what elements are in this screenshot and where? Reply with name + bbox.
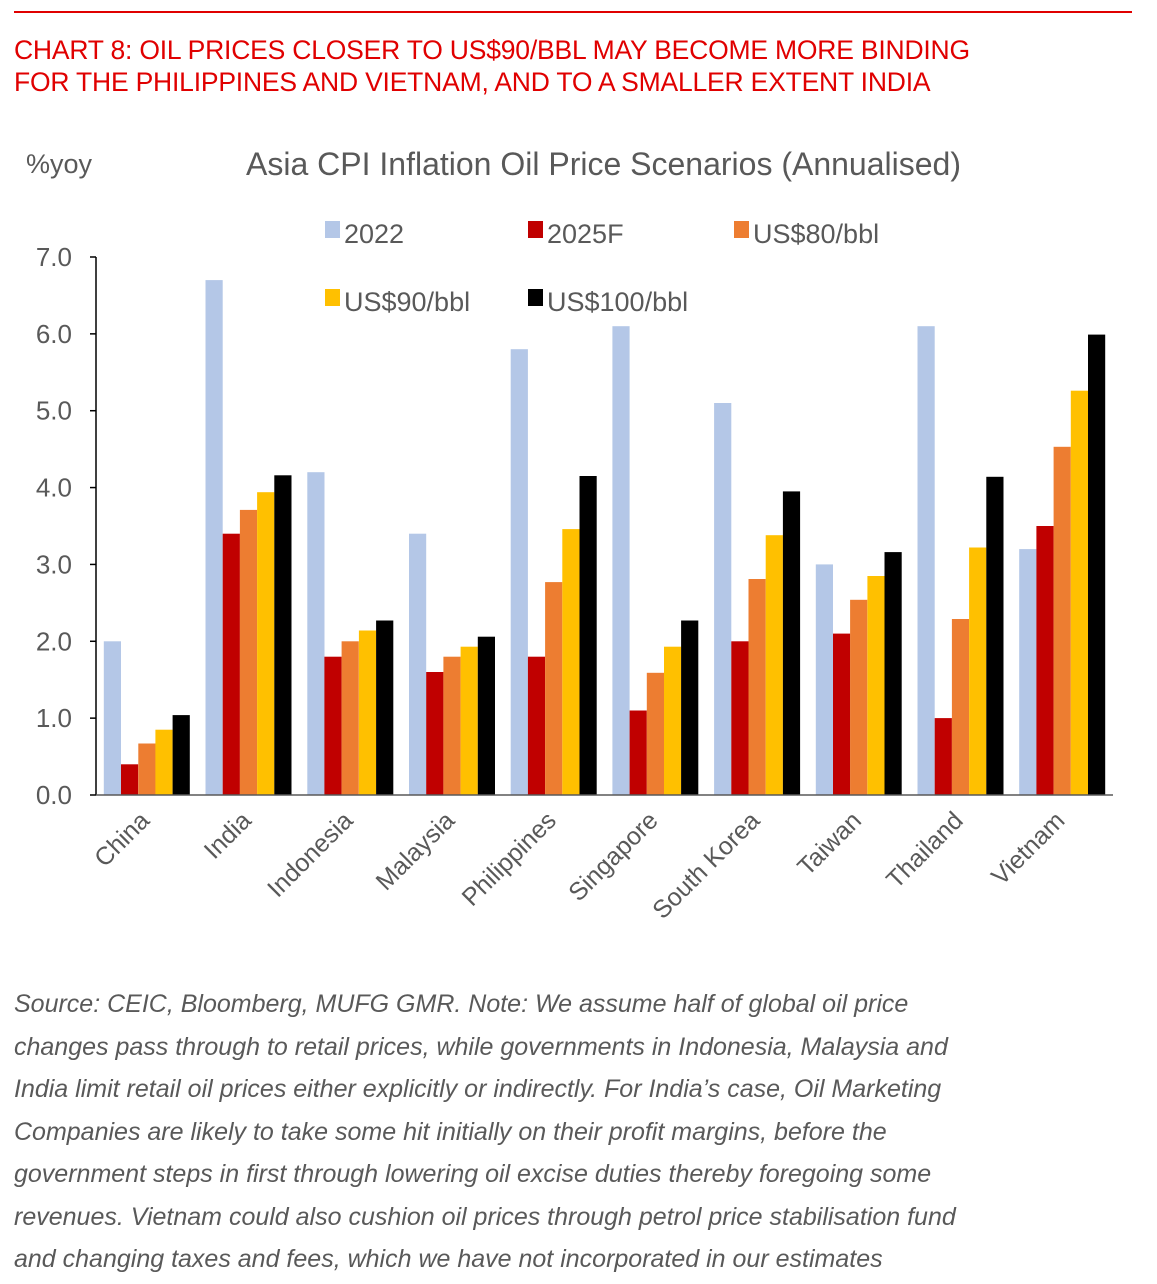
note-line: revenues. Vietnam could also cushion oil… [14,1202,956,1231]
y-tick-label: 2.0 [36,626,72,656]
y-tick-label: 7.0 [36,242,72,272]
y-tick-label: 1.0 [36,703,72,733]
y-tick-label: 4.0 [36,473,72,503]
legend-swatch [528,289,543,306]
bar-2025f-vietnam [1036,526,1054,795]
bar-2025f-taiwan [833,633,851,795]
bar-us-90-bbl-india [257,492,275,795]
bar-us-80-bbl-philippines [545,582,563,795]
bar-us-90-bbl-south-korea [765,535,783,795]
bar-us-100-bbl-philippines [579,476,597,795]
x-tick-label: Thailand [881,806,969,894]
bar-us-90-bbl-malaysia [460,646,478,795]
bar-2025f-thailand [934,718,952,795]
legend-swatch [325,289,340,306]
bar-us-80-bbl-malaysia [443,656,461,795]
bar-us-80-bbl-vietnam [1053,446,1071,795]
y-tick-label: 0.0 [36,780,72,810]
chart-heading-line: FOR THE PHILIPPINES AND VIETNAM, AND TO … [14,67,931,97]
legend-label: US$90/bbl [344,287,470,317]
source-note: Source: CEIC, Bloomberg, MUFG GMR. Note:… [14,983,956,1281]
note-line: Source: CEIC, Bloomberg, MUFG GMR. Note:… [14,990,909,1018]
bar-2022-thailand [917,326,935,795]
legend-swatch [528,221,543,238]
bar-us-90-bbl-china [155,729,173,795]
bar-us-90-bbl-singapore [664,646,682,795]
chart-title: Asia CPI Inflation Oil Price Scenarios (… [246,146,961,182]
bar-us-100-bbl-vietnam [1088,334,1106,795]
bar-2025f-india [222,533,240,795]
bar-us-90-bbl-taiwan [867,576,885,795]
note-line: and changing taxes and fees, which we ha… [14,1245,883,1273]
chart-heading: CHART 8: OIL PRICES CLOSER TO US$90/BBL … [14,34,970,98]
bar-2025f-malaysia [426,672,444,795]
bar-us-90-bbl-vietnam [1070,390,1088,795]
bar-2022-india [205,280,223,796]
bar-2022-philippines [510,349,528,795]
bar-us-100-bbl-india [274,475,292,795]
bar-us-80-bbl-singapore [646,672,664,795]
bar-2022-indonesia [307,472,325,795]
x-tick-label: Indonesia [262,806,359,903]
bar-2025f-south-korea [731,641,749,795]
x-tick-label: Vietnam [986,806,1070,890]
bar-us-80-bbl-indonesia [341,641,359,795]
bar-us-90-bbl-indonesia [358,630,377,795]
axes-layer: 0.0 1.0 2.0 3.0 4.0 5.0 6.0 7.0 [36,242,1113,810]
x-tick-label: China [89,806,155,872]
legend-swatch [325,221,340,238]
bar-us-80-bbl-south-korea [748,579,766,795]
legend-label: 2025F [547,219,624,249]
bar-us-100-bbl-china [172,715,190,795]
legend-swatch [734,221,749,238]
x-tick-label: South Korea [647,806,765,924]
top-rule [14,11,1132,13]
y-tick-label: 5.0 [36,396,72,426]
bar-2022-south-korea [714,403,732,795]
x-tick-label: Malaysia [371,806,461,896]
note-line: changes pass through to retail prices, w… [14,1032,948,1061]
bar-us-80-bbl-thailand [951,619,970,795]
x-tick-label: India [199,806,257,864]
bar-us-100-bbl-taiwan [884,552,902,795]
bar-chart: 0.0 1.0 2.0 3.0 4.0 5.0 6.0 7.0 2022 2025F US$80/… [36,219,1113,925]
legend-label: US$80/bbl [753,219,879,249]
bar-us-100-bbl-indonesia [376,620,394,795]
bar-2022-vietnam [1019,549,1037,795]
bar-2022-malaysia [409,533,427,795]
chart-heading-line: CHART 8: OIL PRICES CLOSER TO US$90/BBL … [14,35,970,65]
bar-2022-singapore [612,326,630,795]
bar-2025f-singapore [629,710,647,795]
bar-us-100-bbl-malaysia [477,636,495,795]
bar-us-100-bbl-south-korea [782,491,801,795]
y-tick-label: 6.0 [36,319,72,349]
bar-us-100-bbl-thailand [986,476,1004,795]
bar-us-80-bbl-taiwan [850,599,868,795]
note-line: India limit retail oil prices either exp… [14,1075,942,1103]
note-line: government steps in first through loweri… [14,1160,932,1188]
bar-us-100-bbl-singapore [681,620,699,795]
bar-us-80-bbl-india [239,509,258,795]
bars-layer [103,280,1106,796]
x-tick-label: Taiwan [792,806,867,881]
x-tick-label: Philippines [457,806,562,911]
bar-2022-china [103,641,121,795]
legend-label: 2022 [344,219,404,249]
bar-us-80-bbl-china [138,743,156,795]
bar-us-90-bbl-philippines [562,529,580,795]
legend: 2022 2025F US$80/bbl US$90/bbl US$100/bbl [325,219,879,317]
note-line: Companies are likely to take some hit in… [14,1117,887,1146]
legend-label: US$100/bbl [547,287,688,317]
bar-us-90-bbl-thailand [969,547,987,795]
bar-2025f-philippines [527,656,546,795]
bar-2022-taiwan [815,564,833,795]
y-tick-label: 3.0 [36,549,72,579]
x-tick-label: Singapore [563,806,663,906]
bar-2025f-indonesia [324,656,342,795]
bar-2025f-china [121,764,139,795]
y-axis-label: %yoy [26,149,93,179]
